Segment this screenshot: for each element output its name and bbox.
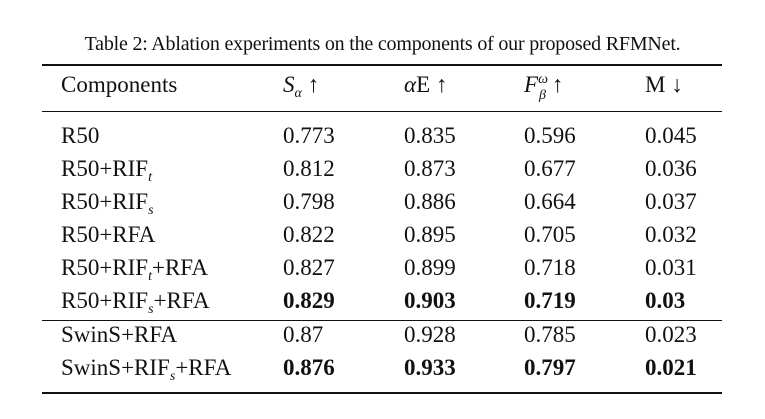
row-s-alpha: 0.773	[283, 123, 335, 148]
row-component: R50+RIFt	[61, 156, 152, 185]
header-components: Components	[61, 72, 178, 97]
row-s-alpha: 0.822	[283, 222, 335, 247]
row-e-alpha: 0.899	[404, 255, 456, 280]
row-component: R50+RIFs	[61, 189, 154, 218]
row-m: 0.021	[645, 355, 697, 380]
row-s-alpha: 0.798	[283, 189, 335, 214]
row-e-alpha: 0.895	[404, 222, 456, 247]
row-s-alpha: 0.829	[283, 288, 335, 313]
row-f-beta: 0.785	[524, 322, 576, 347]
row-m: 0.036	[645, 156, 697, 181]
row-m: 0.045	[645, 123, 697, 148]
row-m: 0.03	[645, 288, 686, 313]
row-component: R50+RIFt+RFA	[61, 255, 209, 284]
table-header-rule	[42, 111, 722, 112]
row-f-beta: 0.677	[524, 156, 576, 181]
table-bottom-rule	[42, 392, 722, 394]
row-s-alpha: 0.827	[283, 255, 335, 280]
table-caption: Table 2: Ablation experiments on the com…	[84, 33, 681, 55]
row-e-alpha: 0.903	[404, 288, 456, 313]
row-f-beta: 0.718	[524, 255, 576, 280]
row-s-alpha: 0.812	[283, 156, 335, 181]
row-component: R50+RFA	[61, 222, 156, 247]
row-m: 0.032	[645, 222, 697, 247]
row-f-beta: 0.596	[524, 123, 576, 148]
row-f-beta: 0.719	[524, 288, 576, 313]
header-f-beta-omega: Fωβ ↑	[524, 72, 564, 103]
row-s-alpha: 0.87	[283, 322, 324, 347]
row-m: 0.031	[645, 255, 697, 280]
header-m: M ↓	[645, 72, 683, 97]
header-e-alpha: αE ↑	[404, 72, 448, 97]
row-f-beta: 0.705	[524, 222, 576, 247]
row-e-alpha: 0.835	[404, 123, 456, 148]
row-component: R50	[61, 123, 100, 148]
row-e-alpha: 0.928	[404, 322, 456, 347]
row-f-beta: 0.797	[524, 355, 576, 380]
row-e-alpha: 0.933	[404, 355, 456, 380]
row-component: SwinS+RIFs+RFA	[61, 355, 232, 384]
header-s-alpha: Sα ↑	[283, 72, 320, 101]
row-e-alpha: 0.886	[404, 189, 456, 214]
row-s-alpha: 0.876	[283, 355, 335, 380]
row-m: 0.023	[645, 322, 697, 347]
row-component: SwinS+RFA	[61, 322, 178, 347]
row-component: R50+RIFs+RFA	[61, 288, 210, 317]
row-m: 0.037	[645, 189, 697, 214]
table-top-rule	[42, 64, 722, 66]
row-f-beta: 0.664	[524, 189, 576, 214]
table-group-rule	[42, 320, 722, 321]
row-e-alpha: 0.873	[404, 156, 456, 181]
